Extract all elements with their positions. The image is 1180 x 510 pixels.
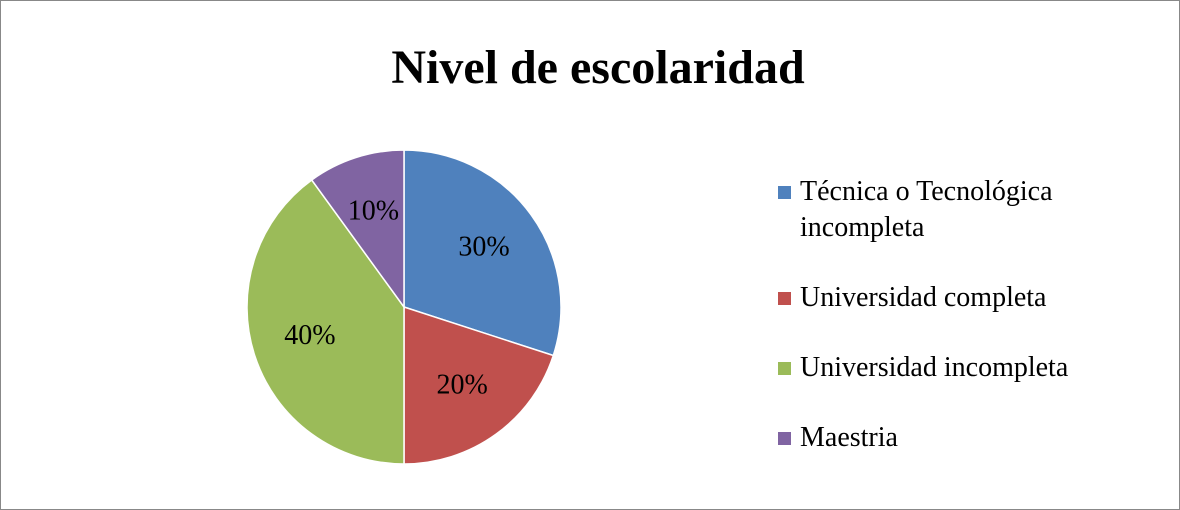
legend-label: Técnica o Tecnológica incompleta	[800, 176, 1053, 243]
legend-swatch	[778, 432, 791, 445]
data-label: 10%	[348, 195, 399, 226]
legend-label: Universidad completa	[800, 282, 1047, 313]
pie-slice	[246, 178, 405, 465]
legend-label: Universidad incompleta	[800, 352, 1069, 383]
data-label: 40%	[284, 320, 335, 351]
chart-title: Nivel de escolaridad	[391, 41, 805, 94]
legend-label: Maestria	[800, 422, 898, 453]
legend-swatch	[778, 362, 791, 375]
legend-entry: Universidad incompleta	[778, 350, 1138, 386]
legend: Técnica o Tecnológica incompleta Universi…	[778, 174, 1138, 456]
legend-swatch	[778, 186, 791, 199]
data-label: 20%	[436, 369, 487, 400]
pie-slice	[403, 305, 555, 465]
legend-swatch	[778, 292, 791, 305]
pie-slice	[403, 149, 562, 357]
legend-entry: Maestria	[778, 420, 1138, 456]
legend-entry: Universidad completa	[778, 280, 1138, 316]
legend-entry: Técnica o Tecnológica incompleta	[778, 174, 1100, 246]
data-label: 30%	[458, 231, 509, 262]
pie-slice	[310, 149, 405, 310]
